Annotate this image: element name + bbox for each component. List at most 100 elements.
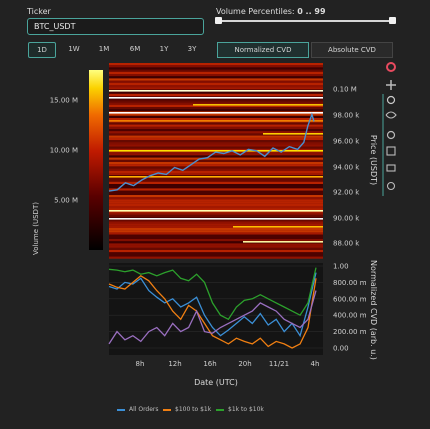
price-tick-label: 0.10 M: [333, 86, 357, 94]
heatmap-band: [109, 181, 323, 184]
heatmap-band: [109, 162, 323, 165]
cvd-tick-label: 600.00 m: [333, 295, 367, 303]
heatmap-band: [109, 201, 323, 204]
heatmap-band: [109, 104, 323, 107]
heatmap-band: [109, 140, 323, 143]
heatmap-highlight-band: [109, 150, 323, 152]
download-icon[interactable]: [386, 146, 396, 156]
price-tick-label: 98.00 k: [333, 112, 360, 120]
legend-swatch: [163, 408, 171, 411]
heatmap-band: [109, 113, 323, 116]
heatmap-band: [109, 63, 323, 66]
heatmap-band: [109, 166, 323, 169]
heatmap-band: [109, 71, 323, 74]
heatmap-band: [109, 164, 323, 167]
heatmap-band: [109, 186, 323, 189]
legend-item[interactable]: $1k to $10k: [216, 406, 264, 413]
heatmap-band: [109, 144, 323, 147]
cvd-tick-label: 0.00: [333, 345, 349, 353]
plotly-logo-icon[interactable]: [386, 62, 396, 72]
heatmap-band: [109, 173, 323, 176]
heatmap-band: [109, 252, 323, 255]
lasso-icon[interactable]: [385, 111, 397, 119]
heatmap-highlight-band: [193, 104, 323, 106]
heatmap-band: [109, 168, 323, 171]
heatmap-band: [109, 155, 323, 158]
heatmap-band: [109, 146, 323, 149]
heatmap-band: [109, 214, 323, 217]
price-tick-label: 90.00 k: [333, 215, 360, 223]
heatmap-band: [109, 137, 323, 140]
heatmap-band: [109, 208, 323, 211]
volume-percentiles-text: Volume Percentiles:: [216, 7, 295, 16]
x-tick-label: 4h: [311, 360, 320, 368]
slider-min-handle[interactable]: [215, 17, 222, 24]
heatmap-band: [109, 129, 323, 132]
heatmap-band: [109, 190, 323, 193]
heatmap-band: [109, 254, 323, 257]
ticker-label: Ticker: [27, 7, 51, 16]
legend-swatch: [117, 408, 125, 411]
price-axis-title: Price (USDT): [369, 135, 378, 185]
heatmap-band: [109, 212, 323, 215]
heatmap-band: [109, 239, 323, 242]
cvd-series-line: [108, 272, 317, 338]
heatmap-band: [109, 250, 323, 253]
heatmap-band: [109, 159, 323, 162]
heatmap-band: [109, 179, 323, 182]
colorbar: [89, 70, 103, 250]
heatmap-highlight-band: [109, 112, 323, 114]
price-tick-label: 88.00 k: [333, 240, 360, 248]
heatmap-band: [109, 131, 323, 134]
heatmap-band: [109, 93, 323, 96]
autoscale-icon[interactable]: [386, 181, 396, 191]
heatmap-band: [109, 122, 323, 125]
range-button-1m[interactable]: 1M: [98, 45, 110, 53]
heatmap-band: [109, 148, 323, 151]
zoom-icon[interactable]: [386, 95, 396, 105]
x-tick-label: 20h: [238, 360, 251, 368]
normalized-cvd-button[interactable]: Normalized CVD: [217, 42, 309, 58]
x-tick-label: 8h: [136, 360, 145, 368]
heatmap-band: [109, 192, 323, 195]
reset-icon[interactable]: [386, 130, 396, 140]
range-button-1w[interactable]: 1W: [68, 45, 80, 53]
range-button-1d[interactable]: 1D: [28, 42, 56, 58]
slider-max-handle[interactable]: [389, 17, 396, 24]
heatmap-highlight-band: [263, 133, 323, 135]
x-tick-label: 11/21: [269, 360, 289, 368]
heatmap-band: [109, 115, 323, 118]
heatmap-band: [109, 102, 323, 105]
heatmap-band: [109, 85, 323, 88]
cvd-axis-title: Normalized CVD (arb. u.): [369, 260, 378, 360]
heatmap-band: [109, 80, 323, 83]
camera-icon[interactable]: [386, 164, 396, 172]
range-button-3y[interactable]: 3Y: [187, 45, 197, 53]
heatmap-band: [109, 221, 323, 224]
heatmap-band: [109, 223, 323, 226]
legend-label: $100 to $1k: [175, 406, 212, 413]
absolute-cvd-button[interactable]: Absolute CVD: [311, 42, 393, 58]
heatmap-band: [109, 236, 323, 239]
price-tick-label: 94.00 k: [333, 164, 360, 172]
legend-item[interactable]: $100 to $1k: [163, 406, 211, 413]
heatmap-band: [109, 91, 323, 94]
price-tick-label: 96.00 k: [333, 138, 360, 146]
colorbar-tick-label: 15.00 M: [50, 97, 78, 105]
cvd-tick-label: 800.00 m: [333, 279, 367, 287]
range-button-1y[interactable]: 1Y: [159, 45, 169, 53]
heatmap-band: [109, 107, 323, 110]
volume-percentiles-slider[interactable]: [217, 20, 393, 22]
heatmap-band: [109, 228, 323, 231]
heatmap-highlight-band: [109, 97, 323, 99]
cvd-tick-label: 1.00: [333, 263, 349, 271]
ticker-input[interactable]: BTC_USDT: [27, 18, 204, 35]
heatmap-band: [109, 199, 323, 202]
legend-item[interactable]: All Orders: [117, 406, 159, 413]
range-button-6m[interactable]: 6M: [129, 45, 141, 53]
heatmap-band: [109, 76, 323, 79]
heatmap-band: [109, 69, 323, 72]
colorbar-tick-label: 5.00 M: [54, 197, 78, 205]
heatmap-band: [109, 157, 323, 160]
pan-icon[interactable]: [386, 80, 396, 90]
